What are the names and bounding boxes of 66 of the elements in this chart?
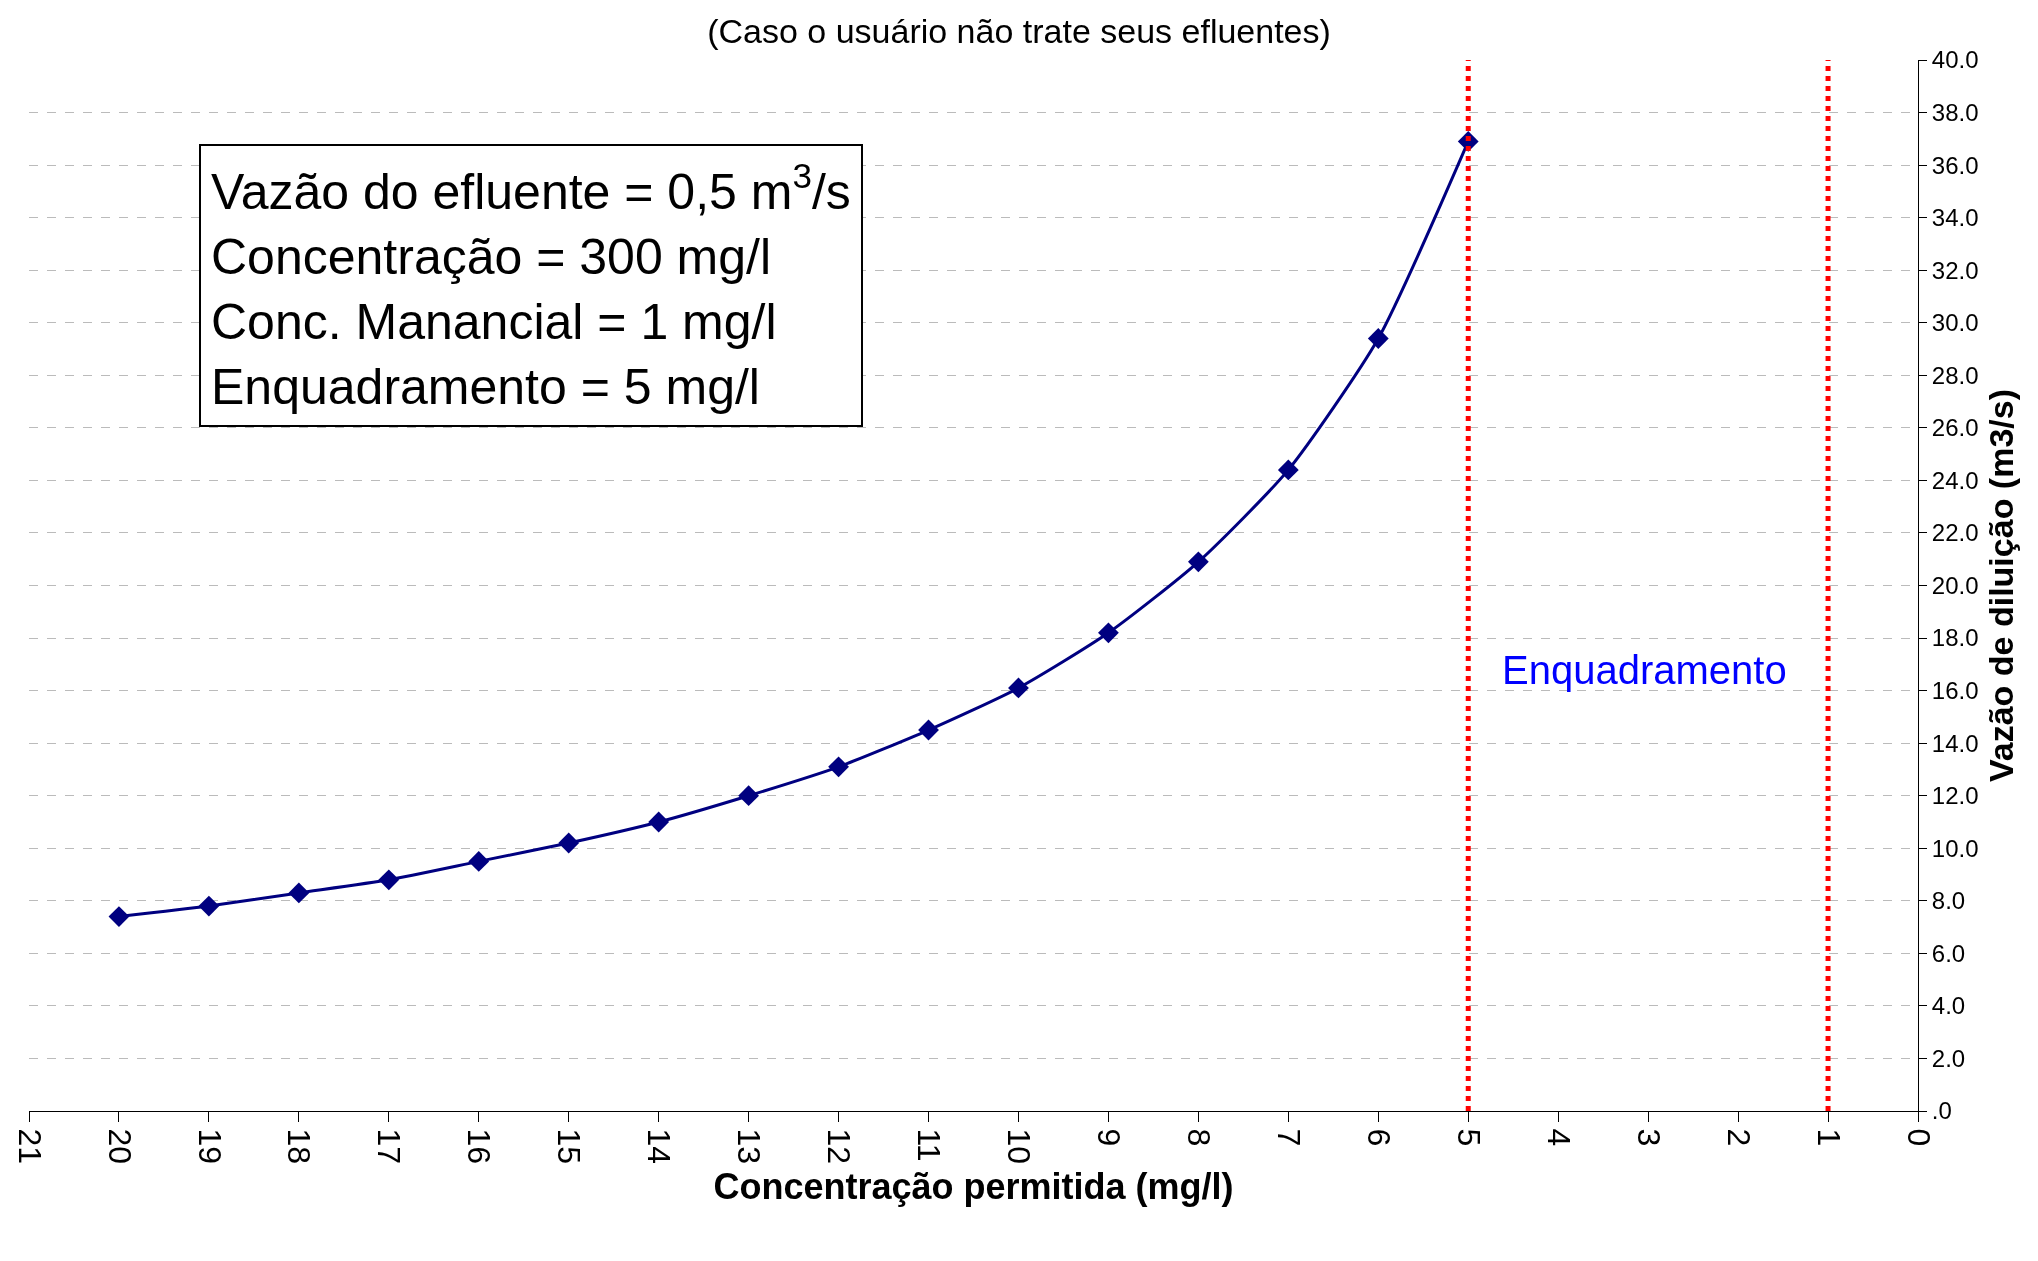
y-tick-label: 36.0: [1931, 151, 1979, 179]
annotation: Enquadramento = 5 mg/l: [211, 359, 760, 415]
x-tick-label: 20: [101, 1128, 138, 1164]
x-axis-title: Concentração permitida (mg/l): [713, 1165, 1234, 1207]
point: [648, 811, 670, 833]
y-tick-label: 38.0: [1931, 98, 1979, 126]
y-tick-label: 20.0: [1931, 571, 1979, 599]
point: [1367, 328, 1389, 349]
x-tick-label: 1: [1810, 1128, 1847, 1147]
x-tick-label: 19: [191, 1128, 228, 1164]
point: [1098, 622, 1119, 644]
chart-title: (Caso o usuário não trate seus efluentes): [707, 11, 1331, 50]
annotation: Concentração = 300 mg/l: [211, 229, 772, 285]
annotation: Vazão do efluente = 0,5 m$^{3}$/s: [211, 156, 851, 220]
y-tick-label: 4.0: [1931, 992, 1966, 1020]
y-tick-label: 30.0: [1931, 309, 1979, 337]
y-tick-label: 40.0: [1931, 46, 1979, 74]
y-axis-title: Vazão de diluição (m3/s): [1982, 388, 2020, 783]
x-tick-label: 12: [821, 1128, 858, 1164]
x-tick-label: 6: [1360, 1128, 1397, 1147]
x-tick-label: 2: [1720, 1128, 1757, 1147]
y-tick-label: 32.0: [1931, 256, 1979, 284]
y-tick-label: 26.0: [1931, 414, 1979, 442]
x-tick-label: 10: [1001, 1128, 1038, 1164]
y-tick-label: 16.0: [1931, 677, 1979, 704]
point: [1277, 459, 1299, 481]
point: [1187, 551, 1209, 573]
y-tick-label: 28.0: [1931, 361, 1979, 389]
x-tick-label: 13: [731, 1128, 768, 1164]
point: [378, 869, 400, 891]
annotation: Conc. Manancial = 1 mg/l: [211, 294, 777, 350]
y-tick-label: .0: [1931, 1097, 1952, 1125]
x-tick-label: 16: [461, 1128, 498, 1164]
point: [468, 850, 490, 872]
x-tick-label: 17: [371, 1128, 408, 1164]
x-tick-label: 3: [1630, 1128, 1667, 1147]
y-tick-label: 2.0: [1931, 1044, 1966, 1072]
y-tick-label: 12.0: [1931, 782, 1979, 810]
point: [108, 906, 130, 927]
point: [828, 756, 849, 778]
y-tick-label: 22.0: [1931, 519, 1979, 547]
x-tick-label: 5: [1450, 1128, 1487, 1147]
x-tick-label: 9: [1091, 1128, 1128, 1147]
y-tick-label: 18.0: [1931, 624, 1979, 652]
point: [738, 785, 760, 807]
annotation: Enquadramento: [1502, 648, 1787, 692]
x-tick-label: 7: [1270, 1128, 1307, 1147]
y-tick-label: 24.0: [1931, 466, 1979, 494]
point: [1008, 677, 1029, 699]
x-tick-label: 0: [1900, 1128, 1937, 1147]
x-tick-label: 21: [11, 1128, 48, 1164]
point: [918, 719, 939, 741]
x-tick-label: 11: [911, 1128, 948, 1162]
y-tick-label: 8.0: [1931, 887, 1966, 915]
x-tick-label: 18: [281, 1128, 318, 1164]
x-tick-label: 8: [1180, 1128, 1217, 1147]
y-tick-label: 6.0: [1931, 939, 1966, 967]
point: [288, 882, 310, 904]
y-tick-label: 10.0: [1931, 834, 1979, 862]
x-tick-label: 4: [1540, 1128, 1577, 1147]
x-tick-label: 14: [641, 1128, 678, 1164]
y-tick-label: 14.0: [1931, 729, 1979, 757]
y-tick-label: 34.0: [1931, 204, 1979, 232]
point: [558, 832, 580, 854]
x-tick-label: 15: [551, 1128, 588, 1164]
point: [198, 895, 220, 917]
